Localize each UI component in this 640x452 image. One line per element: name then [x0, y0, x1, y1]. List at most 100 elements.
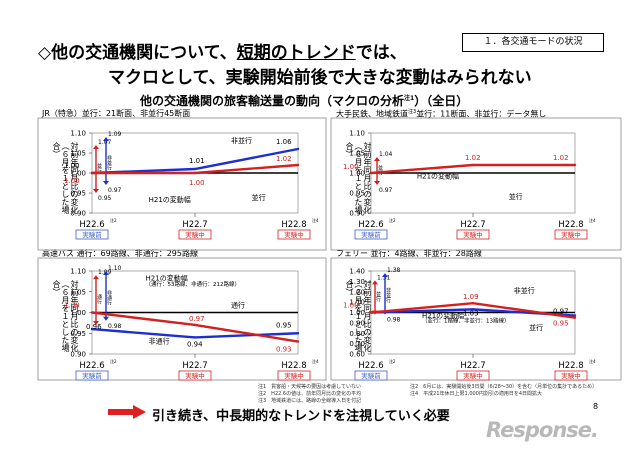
x-tick-note: 注2 — [389, 217, 396, 223]
tag-before-box — [354, 229, 388, 240]
y-tick-label: 0.90 — [349, 319, 365, 327]
tag-during-box — [277, 370, 311, 381]
series-point — [90, 311, 94, 314]
data-label: 1.00 — [64, 302, 80, 310]
note-line: 注2 6月には、実験開始後3日間（6/28〜30）を含む（月単位の集計であるため… — [410, 384, 598, 390]
variance-arrow-up — [93, 275, 99, 280]
variance-top-label: 1.38 — [387, 267, 401, 274]
y-tick-label: 1.20 — [349, 288, 365, 296]
data-label: 0.95 — [553, 320, 569, 328]
x-tick-note: 注4 — [312, 358, 319, 364]
data-label: 1.00 — [64, 177, 80, 185]
tag-during-box — [456, 229, 490, 240]
response-logo: Response. — [486, 418, 599, 442]
variance-caption: 並行 — [375, 291, 381, 303]
series-point — [193, 336, 197, 339]
y-tick-label: 1.05 — [70, 288, 86, 296]
variance-caption: 非並行 — [106, 154, 112, 171]
data-label: 1.00 — [64, 162, 80, 170]
annotation: 非並行 — [514, 286, 535, 295]
x-tick-label: H22.6 — [79, 220, 104, 230]
variance-bottom-label: 0.98 — [387, 317, 401, 324]
variance-arrow-down — [93, 189, 99, 193]
variance-arrow-up — [103, 271, 109, 275]
variance-arrow-down — [93, 320, 99, 325]
x-tick-label: H22.6 — [358, 361, 383, 371]
tag-before: 実験前 — [361, 371, 381, 380]
x-tick-label: H22.8 — [558, 220, 583, 230]
tag-before-box — [75, 229, 109, 240]
tag-during-box — [277, 229, 311, 240]
series-point — [573, 163, 577, 167]
annotation: 並行 — [529, 323, 543, 332]
data-label: 1.02 — [276, 155, 292, 163]
data-label: 1.00 — [343, 302, 359, 310]
series-point — [471, 163, 475, 167]
y-tick-label: 0.80 — [349, 330, 365, 338]
series-point — [193, 171, 197, 175]
headline-emphasis: 短期のトレンド — [236, 43, 356, 63]
annotation: H21の変動幅 — [149, 195, 191, 204]
y-tick-label: 0.90 — [349, 210, 365, 218]
section-badge: １．各交通モードの状況 — [462, 33, 604, 52]
panel-header-jr: JR（特急）並行：21断面、非並行45断面 — [42, 109, 191, 118]
variance-bottom-label: 0.98 — [108, 323, 122, 330]
data-label: 0.93 — [276, 346, 292, 354]
series-point — [296, 340, 300, 343]
note-line: 注1 貨客船・天候等の要因は考慮していない — [258, 384, 362, 390]
variance-arrow-up — [103, 137, 109, 141]
y-tick-label: 1.05 — [349, 150, 365, 158]
variance-arrow-up — [372, 280, 378, 285]
variance-arrow-down — [103, 316, 109, 321]
tag-during-box — [554, 370, 588, 381]
series-point — [193, 323, 197, 327]
y-tick-label: 0.60 — [349, 351, 365, 359]
y-tick-label: 1.10 — [70, 268, 86, 276]
annotation: （通行：53路線、非通行：212路線） — [146, 280, 241, 288]
y-tick-label: 0.95 — [349, 190, 365, 198]
series-point — [90, 171, 94, 175]
x-tick-note: 注2 — [389, 358, 396, 364]
note-line: 注2 H22.6の値は、前年同月比の変化の平均 — [258, 391, 362, 397]
series-point — [369, 311, 373, 314]
data-label: 1.01 — [189, 157, 205, 165]
y-tick-label: 1.10 — [349, 130, 365, 138]
panel-header-highway-bus: 高速バス 通行：69路線、非通行：295路線 — [42, 249, 198, 258]
panel-frame — [37, 117, 327, 251]
data-label: 0.97 — [553, 308, 569, 316]
y-tick-label: 1.40 — [349, 268, 365, 276]
tag-during-box — [178, 229, 212, 240]
annotation: H21の変動幅 — [417, 172, 459, 181]
x-tick-note: 注4 — [312, 217, 319, 223]
data-label: 0.97 — [189, 315, 205, 323]
data-label: 1.02 — [465, 154, 481, 162]
series-point — [573, 316, 577, 319]
variance-caption: 非並行 — [385, 287, 391, 304]
variance-top-label: 1.07 — [98, 139, 112, 146]
x-tick-note: 注4 — [589, 358, 596, 364]
annotation: 通行 — [231, 301, 245, 310]
annotation: 非並行 — [231, 136, 252, 145]
note-line: 注4 平成21年休日上限1,000円割引の適用日を4日間拡大 — [410, 391, 543, 397]
data-label: 1.03 — [463, 309, 479, 317]
annotation: 並行 — [252, 193, 266, 202]
data-label: 0.95 — [276, 321, 292, 329]
y-axis-label-highway-bus: 対前年同月比の変化 （６月を１とした場合） — [52, 280, 79, 352]
headline-line1: ◇他の交通機関について、短期のトレンドでは、 — [38, 43, 407, 63]
y-tick-label: 1.00 — [70, 170, 86, 178]
data-label: 1.00 — [343, 163, 359, 171]
tag-during: 実験中 — [185, 371, 205, 380]
tag-before: 実験前 — [82, 371, 102, 380]
annotation: H21の変動幅 — [422, 311, 464, 320]
y-tick-label: 1.00 — [349, 170, 365, 178]
variance-top-label: 1.04 — [379, 151, 393, 158]
x-tick-label: H22.7 — [182, 220, 207, 230]
x-tick-label: H22.8 — [558, 361, 583, 371]
tag-before-box — [75, 370, 109, 381]
variance-caption: 通行 — [96, 293, 102, 305]
annotation: 非通行 — [149, 337, 170, 346]
x-tick-note: 注2 — [110, 217, 117, 223]
series-point — [193, 167, 197, 171]
series-point — [573, 314, 577, 317]
series-point — [296, 163, 300, 167]
